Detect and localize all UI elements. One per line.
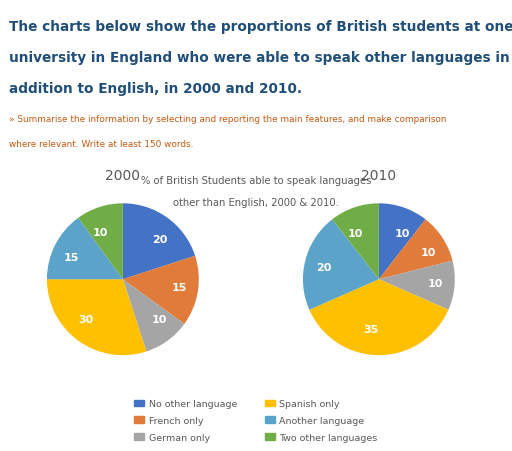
Wedge shape (309, 280, 449, 355)
Title: 2010: 2010 (361, 168, 396, 182)
Text: 20: 20 (152, 235, 167, 245)
Text: other than English, 2000 & 2010.: other than English, 2000 & 2010. (173, 197, 339, 207)
Text: 10: 10 (428, 279, 443, 289)
Text: 10: 10 (395, 228, 410, 238)
Text: 15: 15 (172, 282, 187, 292)
Wedge shape (379, 220, 453, 280)
Text: » Summarise the information by selecting and reporting the main features, and ma: » Summarise the information by selecting… (9, 115, 446, 124)
Wedge shape (123, 256, 199, 324)
Wedge shape (47, 218, 123, 280)
Wedge shape (303, 220, 379, 310)
Wedge shape (332, 204, 379, 280)
Text: 10: 10 (92, 228, 108, 238)
Text: where relevant. Write at least 150 words.: where relevant. Write at least 150 words… (9, 139, 194, 148)
Text: 15: 15 (63, 252, 79, 262)
Title: 2000: 2000 (105, 168, 140, 182)
Wedge shape (379, 261, 455, 310)
Wedge shape (78, 204, 123, 280)
Wedge shape (379, 204, 425, 280)
Text: 10: 10 (348, 228, 363, 238)
Text: 20: 20 (316, 262, 331, 272)
Text: The charts below show the proportions of British students at one: The charts below show the proportions of… (9, 20, 512, 34)
Legend: No other language, French only, German only, Spanish only, Another language, Two: No other language, French only, German o… (130, 395, 382, 446)
Text: addition to English, in 2000 and 2010.: addition to English, in 2000 and 2010. (9, 82, 302, 96)
Wedge shape (123, 280, 184, 352)
Wedge shape (123, 204, 195, 280)
Text: % of British Students able to speak languages: % of British Students able to speak lang… (141, 175, 371, 185)
Text: 10: 10 (152, 314, 167, 324)
Text: 10: 10 (420, 248, 436, 258)
Text: 35: 35 (364, 324, 379, 334)
Text: university in England who were able to speak other languages in: university in England who were able to s… (9, 51, 510, 65)
Wedge shape (47, 280, 146, 355)
Text: 30: 30 (79, 314, 94, 324)
